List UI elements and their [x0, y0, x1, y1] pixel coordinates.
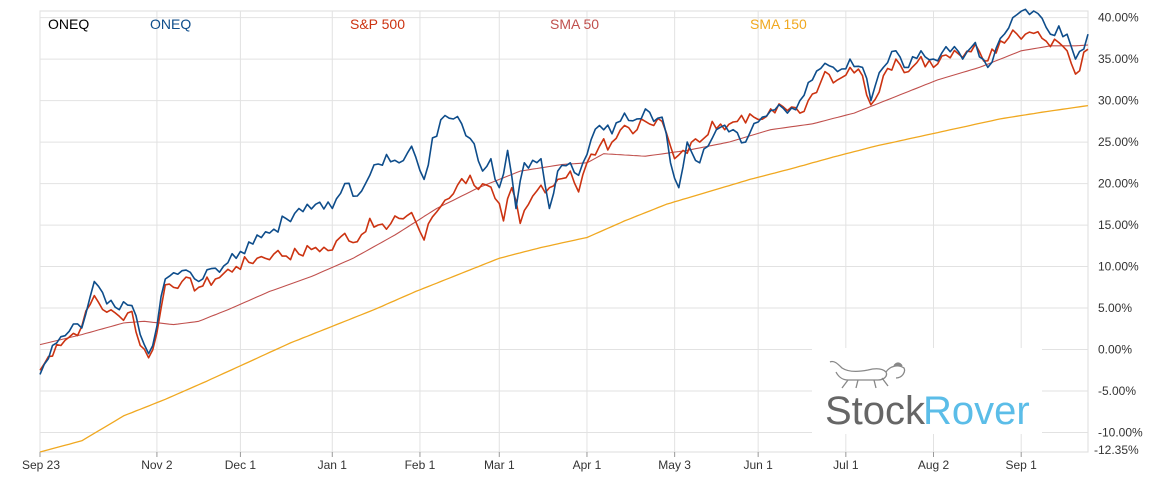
hound-dog-icon: [829, 360, 906, 389]
y-tick-label: 30.00%: [1098, 94, 1139, 108]
x-tick-label: Aug 2: [918, 458, 950, 472]
legend-item: S&P 500: [350, 16, 405, 32]
x-tick-label: Dec 1: [225, 458, 257, 472]
legend-item: ONEQ: [48, 16, 89, 32]
x-tick-label: Jun 1: [743, 458, 773, 472]
brand-stock-text: Stock: [825, 389, 926, 433]
y-tick-label: 25.00%: [1098, 135, 1139, 149]
y-tick-label: -10.00%: [1098, 426, 1143, 440]
legend: ONEQ ONEQ S&P 500 SMA 50 SMA 150: [48, 16, 807, 32]
series-line-sma-150: [39, 104, 1089, 453]
x-tick-label: Apr 1: [573, 458, 602, 472]
series-line-oneq: [39, 8, 1089, 375]
legend-item: ONEQ: [150, 16, 191, 32]
brand-rover-text: Rover: [923, 389, 1030, 433]
y-axis: 40.00% 35.00% 30.00% 25.00% 20.00% 15.00% 10.0…: [1094, 11, 1143, 457]
y-tick-label: 35.00%: [1098, 52, 1139, 66]
watermark: Stock Rover: [812, 348, 1042, 434]
watermark-background: [812, 348, 1042, 434]
series-line-sma-50: [39, 44, 1089, 346]
y-min-label: -12.35%: [1094, 443, 1139, 457]
y-tick-label: 40.00%: [1098, 11, 1139, 25]
x-tick-label: Sep 1: [1006, 458, 1038, 472]
x-tick-label: Mar 1: [484, 458, 515, 472]
y-tick-label: 0.00%: [1098, 343, 1132, 357]
x-tick-label: Jan 1: [318, 458, 348, 472]
legend-item: SMA 50: [550, 16, 599, 32]
x-tick-label: Feb 1: [405, 458, 436, 472]
x-tick-label: May 3: [658, 458, 691, 472]
legend-item: SMA 150: [750, 16, 807, 32]
y-tick-label: 15.00%: [1098, 218, 1139, 232]
y-tick-label: -5.00%: [1098, 384, 1136, 398]
y-gridlines: [40, 17, 1088, 434]
x-tick-label: Jul 1: [833, 458, 859, 472]
y-tick-label: 5.00%: [1098, 301, 1132, 315]
series-layer: [39, 8, 1089, 453]
x-tick-label: Sep 23: [22, 458, 60, 472]
y-tick-label: 10.00%: [1098, 260, 1139, 274]
x-tick-label: Nov 2: [141, 458, 173, 472]
y-tick-label: 20.00%: [1098, 177, 1139, 191]
x-axis: Sep 23 Nov 2 Dec 1 Jan 1 Feb 1 Mar 1 Apr 1 May …: [22, 452, 1037, 472]
series-line-s-p-500: [39, 29, 1089, 371]
